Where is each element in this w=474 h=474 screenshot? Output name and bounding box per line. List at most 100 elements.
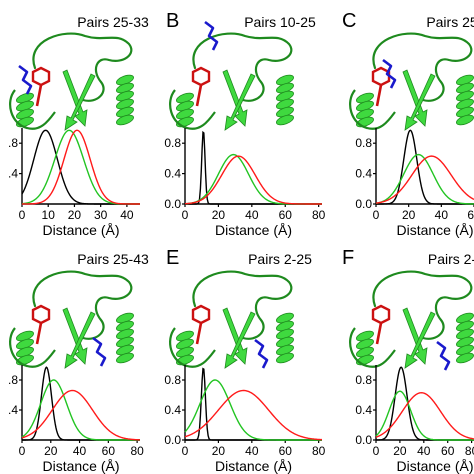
protein-loop xyxy=(372,270,473,340)
panel-4: Pairs 25-43 0 20 40 60 80 .4 .8 Distance (Å) xyxy=(8,251,149,474)
x-tick-label: 80 xyxy=(465,444,474,458)
panel-title: Pairs 25-33 xyxy=(77,14,149,30)
x-tick-label: 60 xyxy=(441,444,455,458)
y-tick-label: 0.4 xyxy=(355,167,372,181)
series-line-3 xyxy=(375,155,474,204)
alpha-helix-turn xyxy=(456,114,474,126)
x-axis-label: Distance (Å) xyxy=(42,222,119,238)
x-tick-label: 60 xyxy=(102,444,116,458)
panel-letter: C xyxy=(342,10,356,32)
protein-structure-image xyxy=(9,32,134,131)
y-tick-label: 0.0 xyxy=(355,197,372,211)
beta-strand xyxy=(402,69,428,127)
y-tick-label: .4 xyxy=(8,167,18,181)
figure-root: Pairs 25-33 0 10 20 30 40 .4 .8 Distance (Å) B Pai… xyxy=(8,10,474,474)
x-tick-label: 0 xyxy=(373,444,380,458)
x-tick-label: 0 xyxy=(182,208,189,222)
x-tick-label: 30 xyxy=(94,208,108,222)
panel-title: Pairs 25-43 xyxy=(77,251,149,267)
protein-loop xyxy=(32,270,133,340)
blue-residue xyxy=(436,340,451,371)
y-tick-label: 0.4 xyxy=(164,403,181,417)
protein-loop xyxy=(32,32,133,102)
red-residue xyxy=(191,66,211,107)
panel-letter: B xyxy=(166,10,179,32)
x-tick-label: 20 xyxy=(68,208,82,222)
y-tick-label: 0.0 xyxy=(355,433,372,447)
protein-loop xyxy=(349,327,396,368)
beta-strand xyxy=(404,311,436,369)
series-line-3 xyxy=(184,155,322,205)
beta-strand xyxy=(64,311,96,369)
blue-residue xyxy=(18,64,33,95)
series-line-1 xyxy=(185,130,322,205)
x-tick-label: 10 xyxy=(42,208,56,222)
panel-5: E Pairs 2-25 0 20 40 60 80 0.0 0.4 0.8 Distance (Å… xyxy=(164,247,325,474)
series-line-3 xyxy=(184,389,323,441)
panel-title: Pairs 25 xyxy=(426,14,474,30)
alpha-helix-turn xyxy=(116,114,134,126)
x-tick-label: 0 xyxy=(19,444,26,458)
series-line-2 xyxy=(21,129,140,205)
x-tick-label: 80 xyxy=(130,444,144,458)
plot-axes: 0 10 20 30 40 .4 .8 xyxy=(8,128,140,222)
x-tick-label: 20 xyxy=(44,444,58,458)
x-tick-label: 80 xyxy=(312,444,326,458)
x-tick-label: 80 xyxy=(312,208,326,222)
protein-loop xyxy=(169,89,216,130)
x-tick-label: 20 xyxy=(393,444,407,458)
red-residue xyxy=(31,66,51,107)
y-tick-label: 0.8 xyxy=(164,136,181,150)
blue-residue xyxy=(204,20,219,51)
beta-strand xyxy=(224,311,256,369)
protein-loop xyxy=(9,327,56,368)
y-tick-label: .8 xyxy=(8,136,18,150)
plot-axes: 0 20 40 60 80 .4 .8 xyxy=(8,365,144,458)
x-tick-label: 20 xyxy=(212,208,226,222)
x-tick-label: 20 xyxy=(212,444,226,458)
x-tick-label: 0 xyxy=(19,208,26,222)
panel-letter: E xyxy=(166,247,179,269)
protein-loop xyxy=(9,89,56,130)
protein-structure-image xyxy=(169,20,294,131)
x-tick-label: 40 xyxy=(73,444,87,458)
y-tick-label: .4 xyxy=(8,403,18,417)
protein-loop xyxy=(192,270,293,340)
alpha-helix-turn xyxy=(276,352,294,364)
protein-structure-image xyxy=(9,270,134,369)
x-tick-label: 40 xyxy=(435,208,449,222)
alpha-helix-turn xyxy=(456,352,474,364)
beta-strand xyxy=(404,73,436,131)
y-tick-label: 0.8 xyxy=(164,373,181,387)
protein-structure-image xyxy=(169,270,294,369)
y-tick-label: 0.0 xyxy=(164,433,181,447)
y-tick-label: 0.8 xyxy=(355,373,372,387)
y-tick-label: 0.4 xyxy=(355,403,372,417)
blue-residue xyxy=(92,336,107,367)
alpha-helix-turn xyxy=(116,352,134,364)
protein-loop xyxy=(372,32,473,102)
series-line-3 xyxy=(21,389,141,441)
panel-3: C Pairs 25 0 20 40 60 0.0 0.4 0.8 Distance (Å) xyxy=(342,10,474,238)
panel-6: F Pairs 2- 0 20 40 60 80 0.0 0.4 0.8 Distance (Å) xyxy=(342,247,474,474)
series-line-2 xyxy=(375,390,474,441)
blue-residue xyxy=(382,58,397,89)
protein-loop xyxy=(169,327,216,368)
series-line-1 xyxy=(21,129,140,205)
plot-axes: 0 20 40 60 80 0.0 0.4 0.8 xyxy=(164,128,326,222)
y-tick-label: 0.0 xyxy=(164,197,181,211)
series-line-3 xyxy=(22,129,140,205)
x-tick-label: 60 xyxy=(279,208,293,222)
x-axis-label: Distance (Å) xyxy=(215,458,292,474)
series-line-2 xyxy=(184,379,322,441)
x-tick-label: 40 xyxy=(245,444,259,458)
protein-loop xyxy=(349,89,396,130)
series-line-1 xyxy=(376,129,474,205)
panel-letter: F xyxy=(342,247,354,269)
x-tick-label: 40 xyxy=(245,208,259,222)
protein-structure-image xyxy=(349,32,474,131)
x-axis-label: Distance (Å) xyxy=(42,458,119,474)
beta-strand xyxy=(224,73,256,131)
y-tick-label: 0.8 xyxy=(355,136,372,150)
panel-title: Pairs 2-25 xyxy=(248,251,312,267)
